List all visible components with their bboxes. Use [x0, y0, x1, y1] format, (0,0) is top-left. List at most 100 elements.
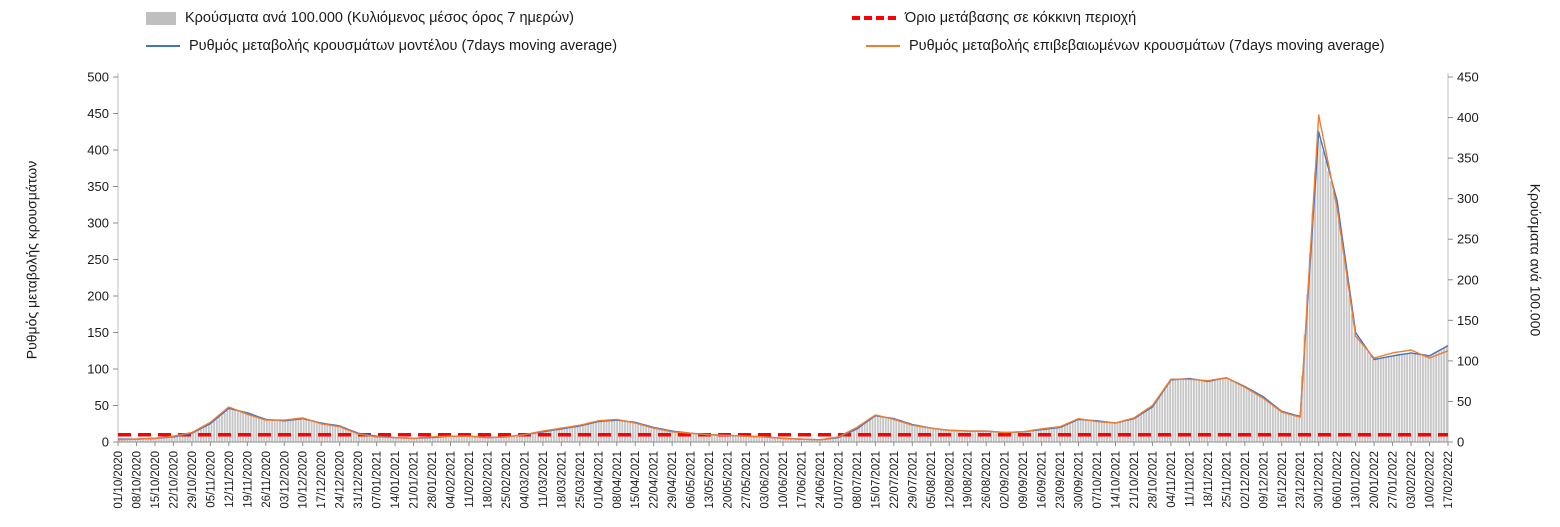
svg-text:08/10/2020: 08/10/2020 — [131, 451, 143, 509]
orange-line-swatch-icon — [866, 45, 900, 47]
svg-text:01/04/2021: 01/04/2021 — [593, 451, 605, 509]
svg-text:13/05/2021: 13/05/2021 — [704, 451, 716, 509]
bar-swatch-icon — [146, 11, 176, 25]
svg-text:25/02/2021: 25/02/2021 — [501, 451, 513, 509]
svg-text:300: 300 — [1457, 191, 1479, 206]
svg-text:450: 450 — [87, 106, 109, 121]
svg-text:450: 450 — [1457, 70, 1479, 85]
svg-text:25/03/2021: 25/03/2021 — [575, 451, 587, 509]
svg-text:03/02/2022: 03/02/2022 — [1406, 451, 1418, 509]
svg-text:09/12/2021: 09/12/2021 — [1258, 451, 1270, 509]
svg-text:17/02/2022: 17/02/2022 — [1443, 451, 1455, 509]
svg-text:01/07/2021: 01/07/2021 — [833, 451, 845, 509]
svg-text:0: 0 — [102, 435, 109, 450]
svg-text:25/11/2021: 25/11/2021 — [1221, 451, 1233, 508]
svg-text:03/06/2021: 03/06/2021 — [760, 451, 772, 509]
svg-text:500: 500 — [87, 70, 109, 85]
svg-text:18/02/2021: 18/02/2021 — [482, 451, 494, 509]
svg-text:28/10/2021: 28/10/2021 — [1147, 451, 1159, 509]
svg-text:22/04/2021: 22/04/2021 — [649, 451, 661, 509]
svg-text:17/06/2021: 17/06/2021 — [796, 451, 808, 509]
svg-text:22/07/2021: 22/07/2021 — [889, 451, 901, 509]
svg-text:04/11/2021: 04/11/2021 — [1166, 451, 1178, 508]
svg-text:05/11/2020: 05/11/2020 — [205, 451, 217, 508]
svg-text:13/01/2022: 13/01/2022 — [1351, 451, 1363, 509]
legend-item-confirmed-line: Ρυθμός μεταβολής επιβεβαιωμένων κρουσμάτ… — [866, 38, 1385, 54]
svg-text:21/01/2021: 21/01/2021 — [409, 451, 421, 509]
svg-text:10/12/2020: 10/12/2020 — [298, 451, 310, 509]
svg-text:23/12/2021: 23/12/2021 — [1295, 451, 1307, 509]
svg-text:14/10/2021: 14/10/2021 — [1111, 451, 1123, 509]
svg-text:20/05/2021: 20/05/2021 — [723, 451, 735, 509]
svg-text:24/06/2021: 24/06/2021 — [815, 451, 827, 509]
svg-text:09/09/2021: 09/09/2021 — [1018, 451, 1030, 509]
svg-text:250: 250 — [87, 252, 109, 267]
svg-text:150: 150 — [1457, 313, 1479, 328]
svg-text:11/03/2021: 11/03/2021 — [538, 451, 550, 508]
svg-text:0: 0 — [1457, 435, 1464, 450]
svg-text:22/10/2020: 22/10/2020 — [168, 451, 180, 509]
svg-text:15/04/2021: 15/04/2021 — [630, 451, 642, 509]
svg-text:05/08/2021: 05/08/2021 — [926, 451, 938, 509]
svg-text:04/02/2021: 04/02/2021 — [446, 451, 458, 509]
svg-text:11/02/2021: 11/02/2021 — [464, 451, 476, 508]
svg-text:350: 350 — [1457, 151, 1479, 166]
svg-text:08/07/2021: 08/07/2021 — [852, 451, 864, 509]
svg-text:29/07/2021: 29/07/2021 — [907, 451, 919, 509]
svg-text:06/01/2022: 06/01/2022 — [1332, 451, 1344, 509]
legend-label-cases-bars: Κρούσματα ανά 100.000 (Κυλιόμενος μέσος … — [185, 10, 575, 26]
svg-text:24/12/2020: 24/12/2020 — [335, 451, 347, 509]
svg-text:30/12/2021: 30/12/2021 — [1314, 451, 1326, 509]
svg-text:06/05/2021: 06/05/2021 — [686, 451, 698, 509]
svg-text:01/10/2020: 01/10/2020 — [113, 451, 125, 509]
svg-text:100: 100 — [1457, 353, 1479, 368]
svg-text:18/03/2021: 18/03/2021 — [556, 451, 568, 509]
svg-text:21/10/2021: 21/10/2021 — [1129, 451, 1141, 509]
svg-text:15/07/2021: 15/07/2021 — [870, 451, 882, 509]
chart-canvas: 0 50 100 150 200 250 300 350 400 450 500 0 50 100 150 2… — [87, 70, 1479, 509]
svg-text:16/12/2021: 16/12/2021 — [1277, 451, 1289, 509]
svg-text:19/11/2020: 19/11/2020 — [242, 451, 254, 508]
svg-text:04/03/2021: 04/03/2021 — [519, 451, 531, 509]
svg-text:14/01/2021: 14/01/2021 — [390, 451, 402, 509]
svg-text:19/08/2021: 19/08/2021 — [963, 451, 975, 509]
legend-item-threshold: Όριο μετάβασης σε κόκκινη περιοχή — [852, 10, 1136, 26]
svg-text:29/04/2021: 29/04/2021 — [667, 451, 679, 509]
svg-text:29/10/2020: 29/10/2020 — [187, 451, 199, 509]
svg-text:15/10/2020: 15/10/2020 — [150, 451, 162, 509]
svg-text:50: 50 — [95, 398, 109, 413]
svg-text:18/11/2021: 18/11/2021 — [1203, 451, 1215, 508]
svg-text:200: 200 — [1457, 272, 1479, 287]
svg-text:31/12/2020: 31/12/2020 — [353, 451, 365, 509]
svg-text:07/01/2021: 07/01/2021 — [372, 451, 384, 509]
legend-label-confirmed-line: Ρυθμός μεταβολής επιβεβαιωμένων κρουσμάτ… — [909, 38, 1385, 54]
svg-text:26/08/2021: 26/08/2021 — [981, 451, 993, 509]
svg-text:150: 150 — [87, 325, 109, 340]
svg-text:200: 200 — [87, 289, 109, 304]
svg-text:10/02/2022: 10/02/2022 — [1425, 451, 1437, 509]
svg-text:400: 400 — [87, 143, 109, 158]
legend-item-model-line: Ρυθμός μεταβολής κρουσμάτων μοντέλου (7d… — [146, 38, 617, 54]
svg-text:28/01/2021: 28/01/2021 — [427, 451, 439, 509]
svg-text:27/01/2022: 27/01/2022 — [1388, 451, 1400, 509]
svg-text:27/05/2021: 27/05/2021 — [741, 451, 753, 509]
svg-text:20/01/2022: 20/01/2022 — [1369, 451, 1381, 509]
svg-text:03/12/2020: 03/12/2020 — [279, 451, 291, 509]
svg-text:17/12/2020: 17/12/2020 — [316, 451, 328, 509]
svg-text:26/11/2020: 26/11/2020 — [261, 451, 273, 508]
legend-label-threshold: Όριο μετάβασης σε κόκκινη περιοχή — [905, 10, 1137, 26]
svg-text:30/09/2021: 30/09/2021 — [1074, 451, 1086, 509]
svg-text:300: 300 — [87, 216, 109, 231]
svg-text:11/11/2021: 11/11/2021 — [1184, 451, 1196, 507]
dashed-line-swatch-icon — [852, 16, 896, 20]
svg-text:10/06/2021: 10/06/2021 — [778, 451, 790, 509]
svg-text:50: 50 — [1457, 394, 1471, 409]
legend-item-cases-bars: Κρούσματα ανά 100.000 (Κυλιόμενος μέσος … — [146, 10, 574, 26]
svg-text:16/09/2021: 16/09/2021 — [1037, 451, 1049, 509]
svg-text:02/12/2021: 02/12/2021 — [1240, 451, 1252, 509]
blue-line-swatch-icon — [146, 45, 180, 47]
svg-text:07/10/2021: 07/10/2021 — [1092, 451, 1104, 509]
svg-text:250: 250 — [1457, 232, 1479, 247]
svg-text:12/08/2021: 12/08/2021 — [944, 451, 956, 509]
